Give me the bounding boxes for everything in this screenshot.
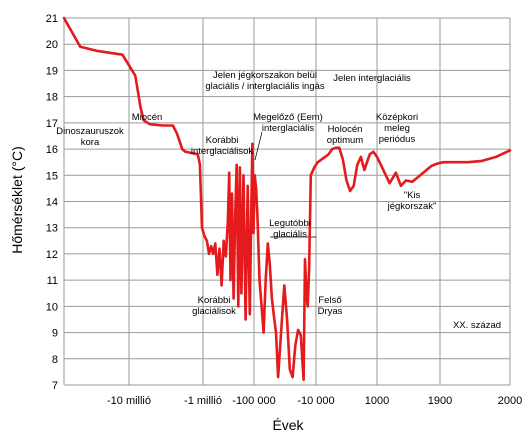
x-tick-label: 1000 bbox=[365, 395, 389, 407]
y-tick-label: 12 bbox=[46, 249, 58, 261]
annotation-9-line-0: Legutóbbi bbox=[269, 218, 311, 229]
annotation-1-line-0: Miocén bbox=[132, 112, 163, 123]
y-axis-title: Hőmérséklet (°C) bbox=[9, 146, 25, 254]
annotation-pointers bbox=[254, 131, 316, 238]
annotation-0-line-1: kora bbox=[81, 137, 100, 148]
y-tick-label: 18 bbox=[46, 92, 58, 104]
annotation-7-line-0: Középkori bbox=[376, 112, 418, 123]
annotation-8-line-1: jégkorszak" bbox=[387, 201, 437, 212]
annotation-9-line-1: glaciális bbox=[273, 229, 307, 240]
x-axis-title: Évek bbox=[272, 417, 304, 433]
annotation-0-line-0: Dinoszauruszok bbox=[56, 126, 124, 137]
x-tick-label: -10 millió bbox=[107, 395, 151, 407]
temperature-series-line bbox=[62, 16, 512, 382]
annotation-11-line-1: Dryas bbox=[318, 306, 343, 317]
annotation-7-line-1: meleg bbox=[384, 123, 410, 134]
y-tick-label: 19 bbox=[46, 65, 58, 77]
y-tick-label: 17 bbox=[46, 118, 58, 130]
annotation-2-line-1: glaciális / interglaciális ingás bbox=[205, 81, 325, 92]
annotation-8-line-0: "Kis bbox=[404, 190, 421, 201]
annotation-6-line-1: optimum bbox=[327, 135, 364, 146]
x-tick-label: -10 000 bbox=[297, 395, 334, 407]
y-axis-ticks: 7 8 9 10 11 12 13 14 15 16 17 18 19 20 21 bbox=[46, 13, 58, 392]
y-tick-label: 21 bbox=[46, 13, 58, 25]
annotation-2-line-0: Jelen jégkorszakon belül bbox=[213, 70, 317, 81]
x-axis-ticks: -10 millió -1 millió -100 000 -10 000 1000 19… bbox=[107, 395, 522, 407]
pointer-eem bbox=[254, 131, 263, 161]
x-tick-label: 2000 bbox=[498, 395, 522, 407]
y-tick-label: 14 bbox=[46, 197, 58, 209]
annotation-4-line-1: interglaciális bbox=[262, 123, 315, 134]
y-tick-label: 10 bbox=[46, 301, 58, 313]
y-tick-label: 9 bbox=[52, 328, 58, 340]
annotation-10-line-0: Korábbi bbox=[198, 295, 231, 306]
y-tick-label: 20 bbox=[46, 39, 58, 51]
annotation-10-line-1: glaciálisok bbox=[192, 306, 236, 317]
y-tick-label: 7 bbox=[52, 380, 58, 392]
y-tick-label: 11 bbox=[47, 275, 58, 287]
y-tick-label: 13 bbox=[46, 223, 58, 235]
annotation-6-line-0: Holocén bbox=[328, 124, 363, 135]
annotation-11-line-0: Felső bbox=[318, 295, 341, 306]
annotation-3-line-0: Jelen interglaciális bbox=[333, 73, 411, 84]
y-tick-label: 15 bbox=[46, 170, 58, 182]
y-tick-label: 8 bbox=[52, 354, 58, 366]
x-tick-label: -100 000 bbox=[232, 395, 275, 407]
y-tick-label: 16 bbox=[46, 144, 58, 156]
annotation-12-line-0: XX. század bbox=[453, 320, 501, 331]
annotation-5-line-1: interglaciálisok bbox=[191, 146, 254, 157]
annotation-7-line-2: periódus bbox=[379, 134, 416, 145]
x-tick-label: 1900 bbox=[428, 395, 452, 407]
annotation-5-line-0: Korábbi bbox=[206, 135, 239, 146]
annotation-4-line-0: Megelőző (Eem) bbox=[253, 112, 323, 123]
x-tick-label: -1 millió bbox=[184, 395, 222, 407]
